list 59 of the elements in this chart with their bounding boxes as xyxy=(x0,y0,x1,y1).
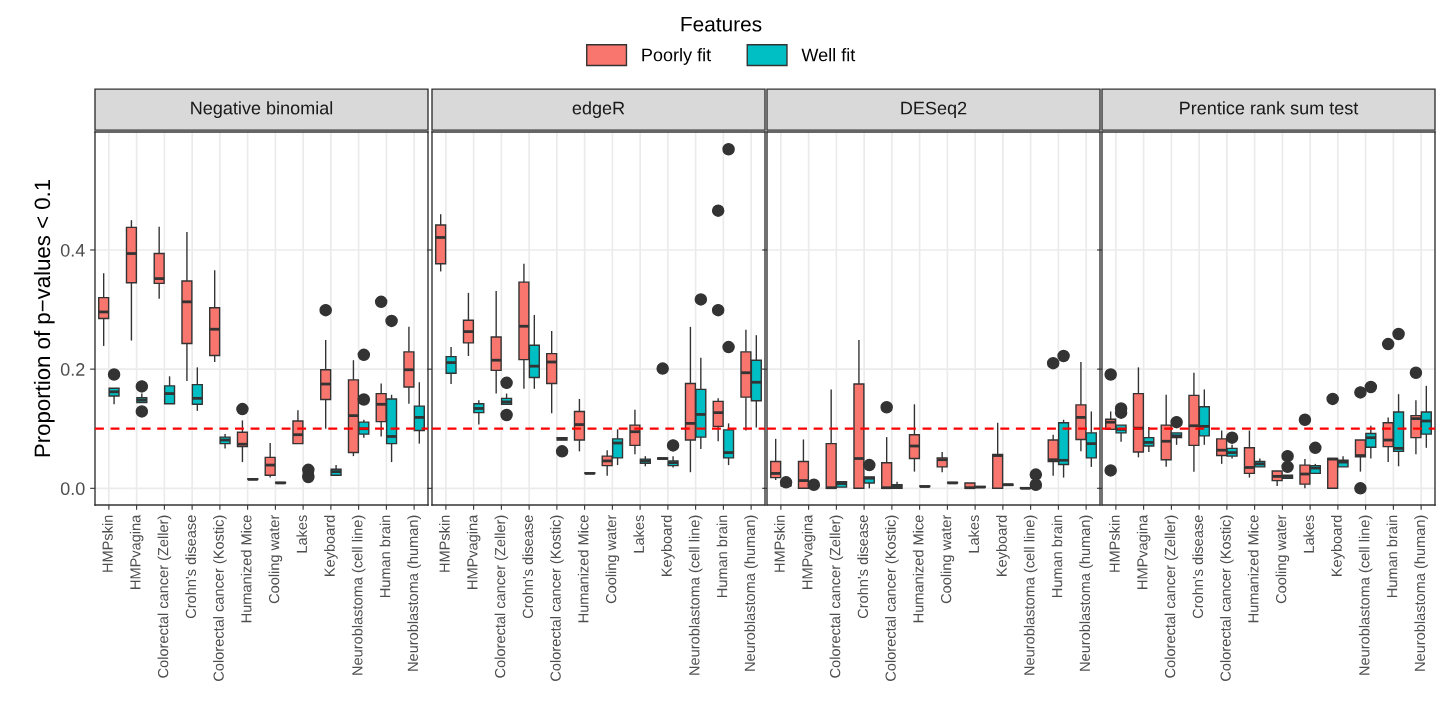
x-tick-label: Neuroblastoma (human) xyxy=(407,515,421,671)
x-tick-label: Colorectal cancer (Zeller) xyxy=(1164,515,1179,678)
x-tick-label: Cooling water xyxy=(268,514,283,604)
x-tick-label: Keyboard xyxy=(661,515,675,576)
x-tick-label: Lakes xyxy=(1303,515,1315,553)
x-tick-label: Humanized Mice xyxy=(240,515,252,623)
y-tick-label: 0.0 xyxy=(60,482,85,496)
x-tick-label: HMPskin xyxy=(439,515,450,572)
x-tick-label: Human brain xyxy=(1051,515,1063,598)
x-tick-label: Humanized Mice xyxy=(912,515,924,623)
chart-title: Prentice rank sum test xyxy=(1180,101,1359,115)
x-tick-label: HMPskin xyxy=(774,515,785,572)
x-tick-label: Colorectal cancer (Zeller) xyxy=(829,515,844,678)
x-tick-label: Human brain xyxy=(379,515,391,598)
x-tick-label: Crohn's disease xyxy=(857,515,869,619)
x-tick-label: Cooling water xyxy=(940,514,955,604)
x-tick-label: Neuroblastoma (cell line) xyxy=(351,515,366,675)
x-tick-label: HMPvagina xyxy=(466,514,481,589)
x-tick-label: Human brain xyxy=(716,515,728,598)
x-tick-label: Colorectal cancer (Kostic) xyxy=(885,515,899,681)
y-axis-title: Proportion of p−values < 0.1 xyxy=(33,179,55,457)
x-tick-label: Neuroblastoma (cell line) xyxy=(1023,515,1038,675)
x-tick-label: HMPvagina xyxy=(801,514,816,589)
x-tick-label: Keyboard xyxy=(324,515,338,576)
x-tick-label: Keyboard xyxy=(996,515,1010,576)
x-tick-label: Lakes xyxy=(633,515,645,553)
y-tick-label: 0.4 xyxy=(60,243,85,257)
chart-title: Negative binomial xyxy=(191,101,333,119)
x-tick-label: Crohn's disease xyxy=(185,515,197,619)
x-tick-label: Colorectal cancer (Zeller) xyxy=(494,515,509,678)
x-tick-label: Lakes xyxy=(968,515,980,553)
x-tick-label: Crohn's disease xyxy=(522,515,534,619)
x-tick-label: Colorectal cancer (Kostic) xyxy=(550,515,564,681)
chart-title: DESeq2 xyxy=(901,101,967,119)
x-tick-label: Neuroblastoma (cell line) xyxy=(688,515,703,675)
x-tick-label: Cooling water xyxy=(605,514,620,604)
x-tick-label: Crohn's disease xyxy=(1192,515,1204,619)
legend-title: Features xyxy=(681,17,762,32)
x-tick-label: Neuroblastoma (human) xyxy=(1079,515,1093,671)
x-tick-label: Human brain xyxy=(1386,515,1398,598)
x-tick-label: HMPvagina xyxy=(129,514,144,589)
x-tick-label: Colorectal cancer (Zeller) xyxy=(157,515,172,678)
legend-label: Poorly fit xyxy=(642,48,712,65)
x-tick-label: Humanized Mice xyxy=(577,515,589,623)
y-tick-label: 0.2 xyxy=(60,363,85,376)
x-tick-label: Keyboard xyxy=(1331,515,1345,576)
x-tick-label: Cooling water xyxy=(1275,514,1290,604)
x-tick-label: Neuroblastoma (cell line) xyxy=(1358,515,1373,675)
x-tick-label: Colorectal cancer (Kostic) xyxy=(213,515,227,681)
x-tick-label: HMPskin xyxy=(1109,515,1120,572)
x-tick-label: Neuroblastoma (human) xyxy=(744,515,758,671)
legend-label: Well fit xyxy=(801,48,856,62)
x-tick-label: HMPvagina xyxy=(1136,514,1151,589)
x-tick-label: Lakes xyxy=(296,515,308,553)
x-tick-label: HMPskin xyxy=(102,515,113,572)
x-tick-label: Neuroblastoma (human) xyxy=(1414,515,1428,671)
x-tick-label: Humanized Mice xyxy=(1247,515,1259,623)
x-tick-label: Colorectal cancer (Kostic) xyxy=(1220,515,1234,681)
chart-title: edgeR xyxy=(572,101,625,119)
